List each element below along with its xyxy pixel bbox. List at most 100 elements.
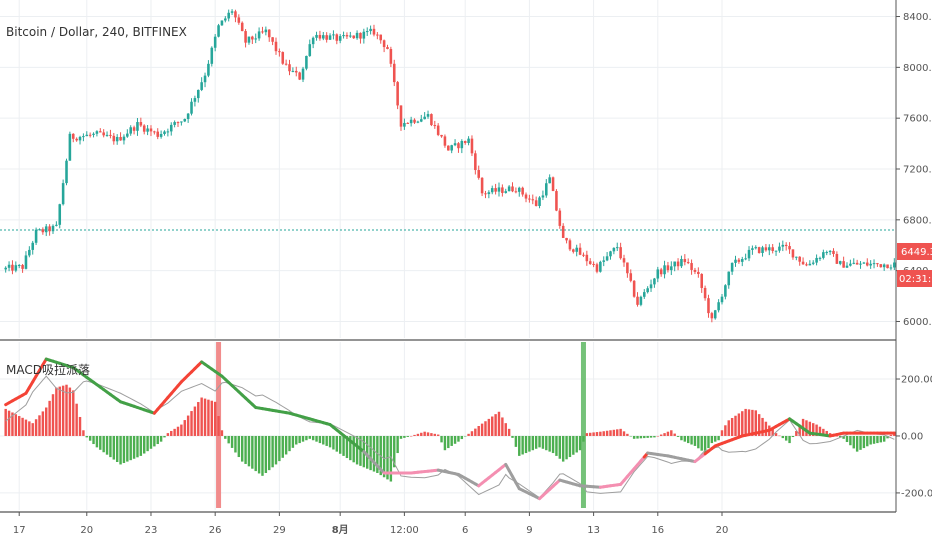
indicator-title: MACD吸拉派落 [6, 362, 90, 377]
candle-body [4, 267, 7, 270]
histogram-bar [75, 403, 78, 436]
histogram-bar [149, 435, 153, 449]
candle-body [71, 133, 75, 139]
candle-body [332, 34, 335, 36]
candle-body [666, 265, 670, 271]
candle-body [463, 141, 467, 143]
histogram-bar [85, 435, 88, 438]
indicator-axis-tick-label: -200.00 [901, 488, 932, 499]
candle-body [126, 133, 129, 137]
histogram-bar [109, 435, 112, 458]
candle-body [261, 31, 264, 33]
candle-body [653, 278, 656, 285]
candle-body [372, 28, 376, 35]
price-axis-tick-label: 6000.0 [903, 317, 932, 328]
candle-body [325, 35, 328, 40]
histogram-bar [220, 430, 224, 436]
candle-body [44, 226, 48, 233]
histogram-bar [886, 435, 889, 439]
histogram-bar [143, 435, 146, 454]
candle-body [754, 247, 758, 249]
histogram-bar [301, 435, 305, 442]
candle-body [166, 131, 170, 133]
candle-body [450, 145, 453, 151]
time-axis[interactable]: 17 20 23 26 29 8月 12:00 6 9 13 16 20 [13, 512, 729, 536]
histogram-bar [602, 431, 605, 436]
histogram-bar [281, 435, 284, 458]
candle-body [639, 296, 643, 305]
candle-body [710, 313, 714, 319]
candle-body [622, 258, 626, 263]
candle-body [511, 186, 514, 192]
candle-body [717, 302, 720, 311]
candle-body [852, 262, 856, 264]
candle-body [697, 271, 700, 275]
candle-body [676, 261, 680, 267]
candle-body [413, 119, 416, 123]
candle-body [893, 262, 896, 268]
candle-body [649, 284, 653, 289]
candle-body [646, 288, 649, 293]
histogram-bar [295, 435, 298, 445]
histogram-bar [173, 428, 176, 436]
candle-body [11, 264, 14, 271]
histogram-bar [835, 435, 839, 437]
time-axis-tick-label: 29 [273, 525, 286, 536]
candle-body [308, 44, 312, 56]
histogram-bar [703, 435, 707, 454]
histogram-bar [393, 435, 396, 468]
histogram-bar [845, 435, 849, 443]
candle-body [740, 259, 744, 262]
candle-body [774, 250, 778, 252]
histogram-bar [629, 435, 632, 437]
histogram-bar [58, 386, 61, 436]
histogram-bar [474, 428, 477, 436]
histogram-bar [882, 435, 886, 442]
histogram-bar [38, 415, 41, 436]
histogram-bar [609, 430, 612, 436]
histogram-bar [28, 421, 31, 436]
indicator-axis-ticks: -200.00 0.00 200.00 [896, 375, 932, 499]
indicator-pane[interactable]: MACD吸拉派落 [0, 342, 896, 510]
candle-body [203, 75, 207, 83]
candle-body [251, 36, 254, 40]
histogram-bar [352, 435, 355, 463]
histogram-bar [399, 435, 403, 439]
histogram-bar [180, 424, 183, 436]
candle-body [291, 70, 295, 72]
candle-body [862, 262, 866, 264]
candle-body [538, 197, 541, 206]
histogram-bar [416, 433, 420, 436]
histogram-bar [55, 387, 58, 436]
time-axis-tick-label: 13 [587, 525, 600, 536]
candle-body [386, 47, 389, 50]
histogram-bar [41, 411, 45, 436]
candle-body [659, 269, 663, 275]
candle-body [389, 49, 393, 64]
histogram-bar [575, 435, 578, 453]
histogram-bar [447, 435, 450, 449]
price-axis[interactable]: 6000.06400.06800.07200.07600.08000.08400… [895, 0, 932, 512]
histogram-bar [433, 433, 437, 436]
histogram-bar [707, 435, 710, 449]
candle-body [636, 296, 639, 305]
candle-body [585, 254, 589, 262]
price-grid [0, 0, 896, 338]
histogram-bar [14, 414, 18, 436]
histogram-bar [551, 435, 555, 454]
current-price-tag [897, 243, 932, 260]
histogram-bar [345, 435, 349, 459]
price-pane[interactable]: Bitcoin / Dollar, 240, BITFINEX [0, 0, 932, 340]
histogram-bar [511, 435, 514, 438]
histogram-bar [413, 434, 416, 436]
candle-body [477, 170, 481, 178]
histogram-bar [491, 416, 494, 436]
candle-body [376, 34, 379, 36]
candle-body [855, 262, 859, 265]
histogram-bar [227, 435, 230, 444]
histogram-bar [839, 435, 842, 438]
candle-body [808, 263, 812, 266]
candle-body [38, 229, 41, 231]
candle-body [629, 273, 633, 281]
